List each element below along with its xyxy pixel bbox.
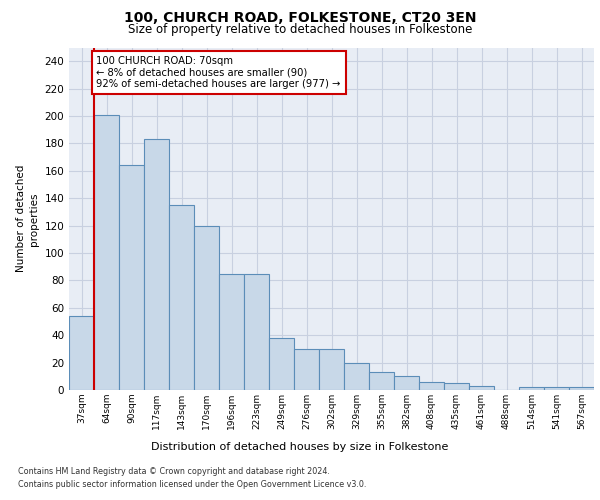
Bar <box>219 274 244 390</box>
Text: Size of property relative to detached houses in Folkestone: Size of property relative to detached ho… <box>128 22 472 36</box>
Bar <box>319 349 344 390</box>
Bar <box>369 372 394 390</box>
Bar <box>394 376 419 390</box>
Bar <box>469 386 494 390</box>
Bar <box>194 226 219 390</box>
Bar <box>244 274 269 390</box>
Bar <box>444 383 469 390</box>
Bar <box>344 362 369 390</box>
Bar <box>144 140 169 390</box>
Text: 100, CHURCH ROAD, FOLKESTONE, CT20 3EN: 100, CHURCH ROAD, FOLKESTONE, CT20 3EN <box>124 11 476 25</box>
Bar <box>294 349 319 390</box>
Bar <box>419 382 444 390</box>
Bar <box>94 114 119 390</box>
Bar <box>519 388 544 390</box>
Text: Contains HM Land Registry data © Crown copyright and database right 2024.: Contains HM Land Registry data © Crown c… <box>18 468 330 476</box>
Bar <box>569 388 594 390</box>
Text: 100 CHURCH ROAD: 70sqm
← 8% of detached houses are smaller (90)
92% of semi-deta: 100 CHURCH ROAD: 70sqm ← 8% of detached … <box>97 56 341 89</box>
Y-axis label: Number of detached
properties: Number of detached properties <box>16 165 39 272</box>
Text: Distribution of detached houses by size in Folkestone: Distribution of detached houses by size … <box>151 442 449 452</box>
Bar <box>269 338 294 390</box>
Bar <box>169 205 194 390</box>
Text: Contains public sector information licensed under the Open Government Licence v3: Contains public sector information licen… <box>18 480 367 489</box>
Bar <box>544 388 569 390</box>
Bar <box>119 166 144 390</box>
Bar <box>69 316 94 390</box>
